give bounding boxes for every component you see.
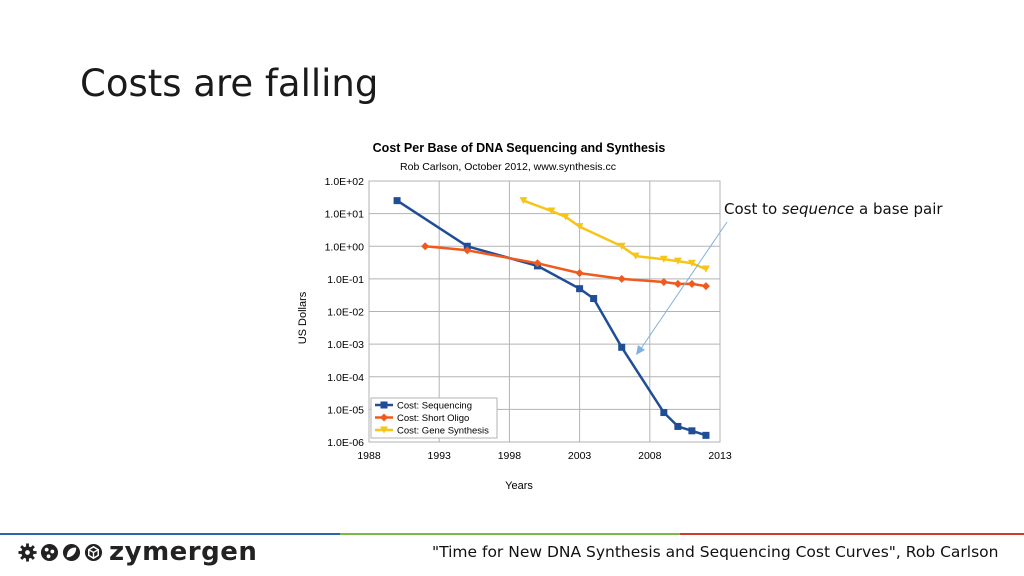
legend-swatch-marker bbox=[380, 426, 388, 434]
data-point bbox=[617, 274, 626, 283]
x-tick-label: 2013 bbox=[708, 450, 732, 462]
legend-entry: Cost: Sequencing bbox=[397, 401, 472, 412]
x-tick-label: 1988 bbox=[357, 450, 381, 462]
data-point bbox=[617, 242, 626, 250]
footer-bar-red bbox=[680, 533, 1024, 535]
x-tick-label: 2003 bbox=[568, 450, 592, 462]
data-point bbox=[631, 252, 640, 260]
chart-subtitle: Rob Carlson, October 2012, www.synthesis… bbox=[400, 161, 616, 173]
y-tick-label: 1.0E+02 bbox=[325, 176, 365, 188]
data-point bbox=[575, 269, 584, 278]
data-point bbox=[618, 343, 626, 351]
data-point bbox=[421, 242, 430, 251]
callout-arrow-head bbox=[636, 345, 645, 355]
leaf-icon bbox=[62, 543, 81, 561]
data-point bbox=[687, 259, 696, 267]
data-point bbox=[674, 422, 682, 430]
series-line-2 bbox=[522, 199, 707, 271]
y-tick-label: 1.0E-01 bbox=[327, 274, 364, 286]
data-point bbox=[590, 295, 598, 303]
callout-text: Cost to sequence a base pair bbox=[724, 200, 943, 218]
data-point bbox=[575, 223, 584, 231]
y-tick-label: 1.0E-03 bbox=[327, 339, 364, 351]
y-tick-label: 1.0E+01 bbox=[325, 209, 365, 221]
legend-swatch-marker bbox=[380, 413, 388, 422]
data-point bbox=[701, 282, 710, 291]
data-point bbox=[576, 285, 584, 293]
data-point bbox=[659, 278, 668, 287]
legend-entry: Cost: Gene Synthesis bbox=[397, 426, 489, 437]
data-point bbox=[547, 207, 556, 215]
data-point bbox=[561, 213, 570, 221]
molecule-icon bbox=[40, 543, 59, 561]
y-tick-label: 1.0E-05 bbox=[327, 404, 364, 416]
x-axis-label: Years bbox=[505, 480, 533, 492]
callout-suffix: a base pair bbox=[854, 200, 943, 218]
y-tick-label: 1.0E-02 bbox=[327, 307, 364, 319]
y-axis-label: US Dollars bbox=[297, 291, 309, 344]
footer-bar-green bbox=[340, 533, 680, 535]
y-tick-label: 1.0E+00 bbox=[325, 241, 365, 253]
y-tick-label: 1.0E-06 bbox=[327, 437, 364, 449]
gear-icon bbox=[18, 542, 37, 562]
data-point bbox=[463, 242, 471, 250]
legend-entry: Cost: Short Oligo bbox=[397, 413, 469, 424]
callout-arrow-line bbox=[639, 221, 728, 351]
data-point bbox=[673, 257, 682, 265]
data-point bbox=[393, 197, 401, 205]
logo-icons bbox=[18, 542, 103, 562]
data-point bbox=[519, 197, 528, 205]
y-tick-label: 1.0E-04 bbox=[327, 372, 364, 384]
callout-prefix: Cost to bbox=[724, 200, 782, 218]
x-tick-label: 1998 bbox=[498, 450, 522, 462]
citation: "Time for New DNA Synthesis and Sequenci… bbox=[432, 543, 999, 561]
data-point bbox=[687, 279, 696, 288]
logo-text: zymergen bbox=[109, 537, 258, 567]
slide-title: Costs are falling bbox=[80, 62, 379, 105]
cube-icon bbox=[84, 543, 103, 561]
x-tick-label: 2008 bbox=[638, 450, 662, 462]
callout-emphasis: sequence bbox=[781, 200, 855, 218]
data-point bbox=[533, 259, 542, 268]
data-point bbox=[660, 409, 668, 417]
x-tick-label: 1993 bbox=[428, 450, 452, 462]
zymergen-logo: zymergen bbox=[18, 538, 257, 566]
legend-swatch-marker bbox=[380, 401, 388, 409]
plot-area bbox=[368, 180, 721, 443]
data-point bbox=[701, 265, 710, 273]
data-point bbox=[673, 279, 682, 288]
data-point bbox=[702, 431, 710, 439]
data-point bbox=[463, 246, 472, 255]
chart-title: Cost Per Base of DNA Sequencing and Synt… bbox=[373, 141, 666, 155]
data-point bbox=[688, 427, 696, 435]
footer-bar-blue bbox=[0, 533, 340, 535]
data-point bbox=[659, 255, 668, 263]
